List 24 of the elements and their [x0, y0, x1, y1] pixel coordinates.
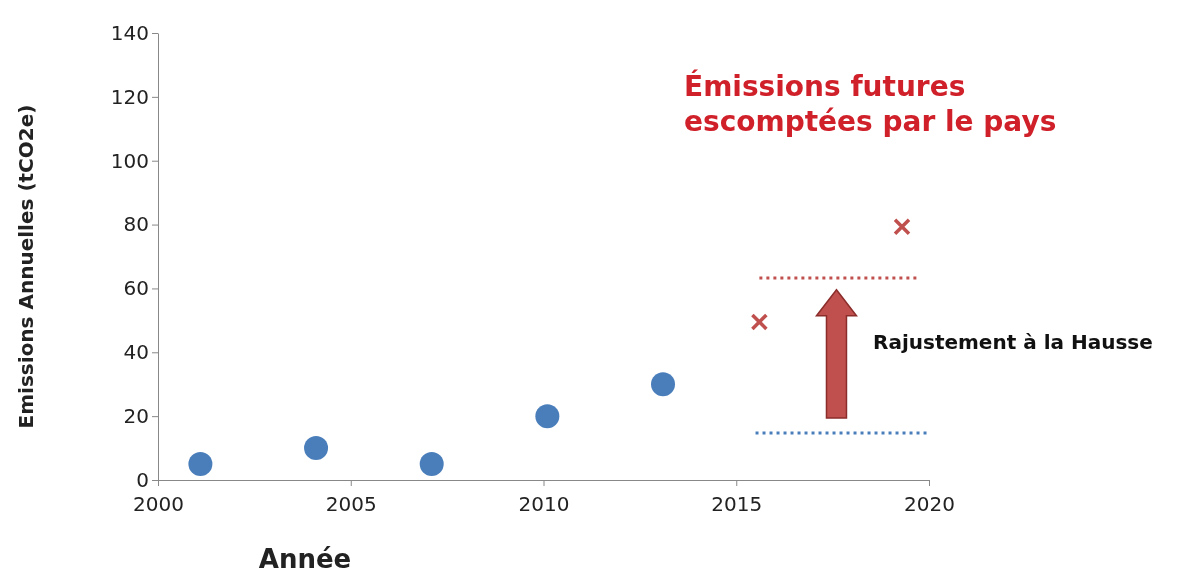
x-tick-label: 2010 — [518, 492, 570, 516]
point — [419, 452, 444, 477]
y-tick-label: 140 — [110, 20, 149, 45]
x-axis-title: Année — [258, 544, 352, 574]
point — [893, 218, 911, 236]
annotation: Rajustement à la Hausse — [873, 330, 1153, 354]
y-tick-label: 0 — [136, 467, 149, 492]
point — [651, 372, 676, 397]
x-tick-label: 2020 — [904, 492, 955, 516]
x-tick-label: 2015 — [711, 492, 763, 516]
x-tick-label: 2000 — [133, 492, 184, 516]
y-tick-label: 120 — [110, 84, 149, 109]
y-tick-label: 20 — [123, 404, 149, 429]
y-tick-label: 80 — [123, 212, 149, 237]
point — [188, 452, 213, 477]
y-tick-label: 40 — [123, 340, 149, 365]
y-axis-title: Emissions Annuelles (tCO2e) — [14, 104, 38, 429]
point — [304, 436, 329, 461]
annotation: Émissions futures escomptées par le pays — [684, 69, 1057, 138]
point — [750, 313, 769, 331]
x-tick-label: 2005 — [325, 492, 377, 516]
point — [535, 404, 560, 429]
y-tick-label: 100 — [110, 148, 149, 173]
y-tick-label: 60 — [123, 276, 149, 301]
